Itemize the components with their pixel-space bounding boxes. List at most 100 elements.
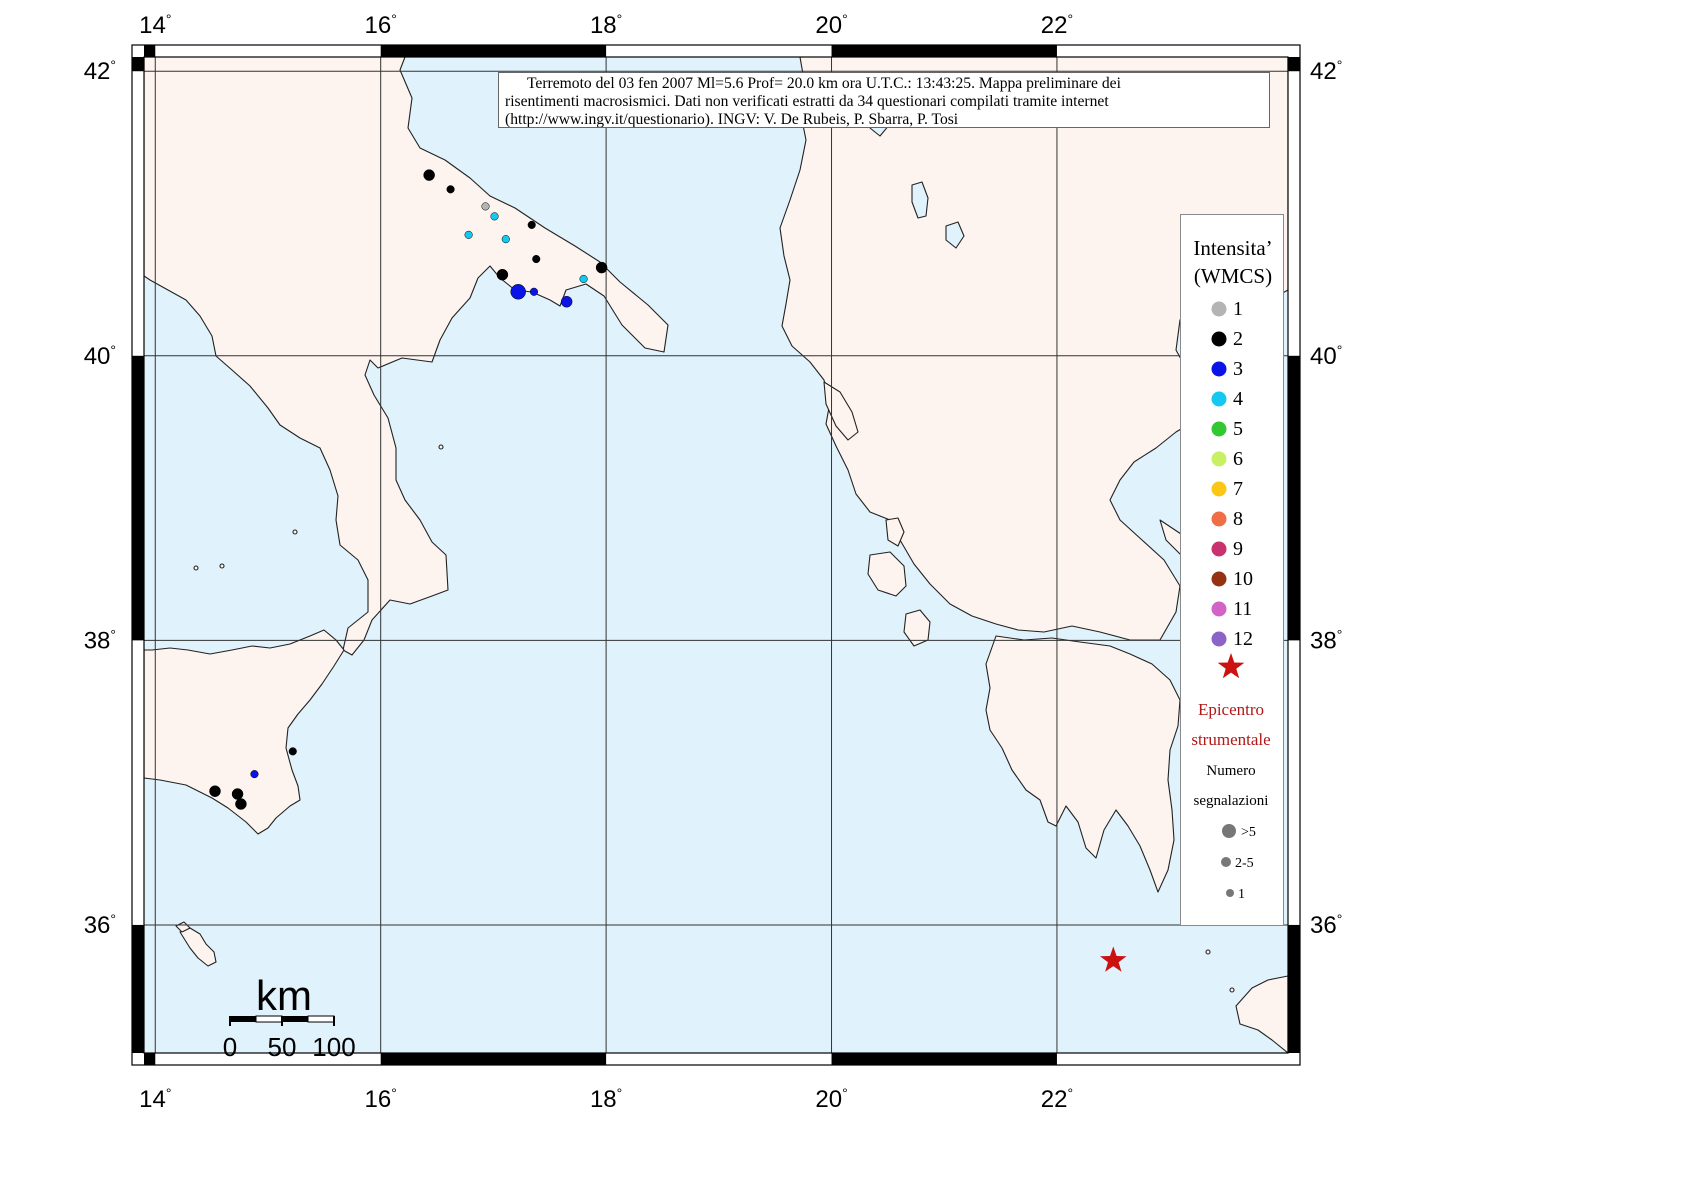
peloponnese	[985, 635, 1181, 893]
legend-size-large-icon	[1222, 824, 1236, 838]
legend-intensity-6-swatch	[1211, 451, 1227, 467]
observation-point	[288, 747, 297, 756]
legend: Intensita’ (WMCS) 1 2 3 4 5 6 7 8 9 10 11 12 Epicen…	[1180, 214, 1284, 926]
scale-unit: km	[256, 972, 312, 1019]
frame-band-right	[1288, 57, 1300, 72]
observation-point	[579, 274, 588, 284]
frame-band-top	[380, 45, 607, 57]
lat-label-left: 38°	[84, 626, 116, 654]
legend-intensity-10-label: 10	[1233, 568, 1253, 590]
frame-band-bottom	[144, 1053, 156, 1065]
legend-intensity-3-swatch	[1211, 361, 1227, 377]
lon-label-top: 22°	[1041, 11, 1073, 39]
scale-bar: km 0 50 100	[223, 972, 356, 1062]
lon-label-bottom: 16°	[365, 1085, 397, 1113]
frame-band-bottom	[380, 1053, 607, 1065]
scale-label-50: 50	[268, 1032, 297, 1062]
observation-point	[423, 169, 435, 181]
legend-intensity-8-swatch	[1211, 511, 1227, 527]
kefalonia	[867, 551, 907, 597]
observation-point	[532, 254, 541, 264]
tick-labels: 14° 14° 16° 16° 18° 18° 20° 20° 22° 22° 42° 42° 40° 4…	[84, 11, 1343, 1113]
sicily	[144, 629, 345, 835]
legend-size-small-label: 1	[1238, 887, 1245, 902]
legend-intensity-6-label: 6	[1233, 448, 1243, 470]
observation-point	[501, 235, 510, 244]
observation-point	[560, 295, 573, 308]
lon-label-top: 20°	[815, 11, 847, 39]
legend-size-medium-icon	[1221, 857, 1231, 867]
observation-point	[446, 185, 455, 194]
lat-label-left: 40°	[84, 342, 116, 370]
legend-intensity-9-label: 9	[1233, 538, 1243, 560]
epicenter	[1100, 946, 1127, 972]
observation-point	[490, 212, 499, 221]
legend-intensity-12-label: 12	[1233, 628, 1253, 650]
graticule	[144, 57, 1288, 1053]
legend-size-medium-label: 2-5	[1235, 856, 1254, 871]
lat-label-right: 42°	[1310, 57, 1342, 85]
legend-intensity-9-swatch	[1211, 541, 1227, 557]
corfu	[823, 381, 859, 441]
legend-epicenter-line2: strumentale	[1191, 730, 1270, 749]
legend-intensity-1-label: 1	[1233, 298, 1243, 320]
legend-intensity-4-label: 4	[1233, 388, 1243, 410]
observation-point	[595, 261, 608, 274]
legend-intensity-2-swatch	[1211, 331, 1227, 347]
legend-epicenter-star-icon	[1217, 653, 1245, 679]
islet	[292, 529, 298, 535]
legend-size-large-label: >5	[1241, 825, 1256, 840]
frame-band-left	[132, 924, 144, 1053]
lon-label-top: 18°	[590, 11, 622, 39]
lefkada	[885, 517, 905, 547]
legend-count-line2: segnalazioni	[1194, 793, 1269, 809]
legend-count-line1: Numero	[1206, 763, 1255, 779]
lat-label-left: 42°	[84, 57, 116, 85]
frame-band-right	[1288, 924, 1300, 1053]
legend-title-line2: (WMCS)	[1194, 264, 1272, 288]
lat-label-right: 36°	[1310, 911, 1342, 939]
islet	[1205, 949, 1211, 955]
lat-label-right: 40°	[1310, 342, 1342, 370]
scale-segment	[255, 1015, 283, 1023]
legend-intensity-10-swatch	[1211, 571, 1227, 587]
legend-intensity-7-swatch	[1211, 481, 1227, 497]
islet	[1229, 987, 1235, 993]
legend-intensity-5-swatch	[1211, 421, 1227, 437]
observation-point	[527, 220, 536, 229]
caption-line-1: Terremoto del 03 fen 2007 Ml=5.6 Prof= 2…	[527, 75, 1121, 92]
legend-intensity-5-label: 5	[1233, 418, 1243, 440]
legend-intensity-11-label: 11	[1233, 598, 1252, 620]
observation-point	[481, 202, 490, 211]
epicenter-star-icon	[1100, 946, 1127, 972]
observation-point	[250, 770, 259, 779]
legend-intensity-2-label: 2	[1233, 328, 1243, 350]
legend-intensity-11-swatch	[1211, 601, 1227, 617]
legend-size-small-icon	[1226, 889, 1234, 897]
lon-label-bottom: 18°	[590, 1085, 622, 1113]
caption-line-3: (http://www.ingv.it/questionario). INGV:…	[505, 111, 959, 128]
observation-point	[231, 788, 244, 800]
crete	[1235, 975, 1288, 1053]
legend-title-line1: Intensita’	[1193, 236, 1272, 260]
map-frame	[131, 44, 1301, 1066]
legend-intensity-8-label: 8	[1233, 508, 1243, 530]
scale-label-100: 100	[312, 1032, 355, 1062]
frame-band-left	[132, 355, 144, 641]
islet	[193, 565, 199, 571]
islet	[219, 563, 225, 569]
observation-point	[209, 785, 221, 797]
lon-label-bottom: 20°	[815, 1085, 847, 1113]
observation-point	[235, 798, 247, 810]
observation-point	[496, 268, 509, 281]
scale-segment	[307, 1015, 335, 1023]
legend-intensity-7-label: 7	[1233, 478, 1243, 500]
legend-intensity-4-swatch	[1211, 391, 1227, 407]
islet	[438, 444, 444, 450]
legend-intensity-12-swatch	[1211, 631, 1227, 647]
observation-point	[529, 287, 539, 296]
lon-label-bottom: 22°	[1041, 1085, 1073, 1113]
caption-line-2: risentimenti macrosismici. Dati non veri…	[505, 93, 1109, 110]
balkans-greece	[779, 57, 1288, 641]
